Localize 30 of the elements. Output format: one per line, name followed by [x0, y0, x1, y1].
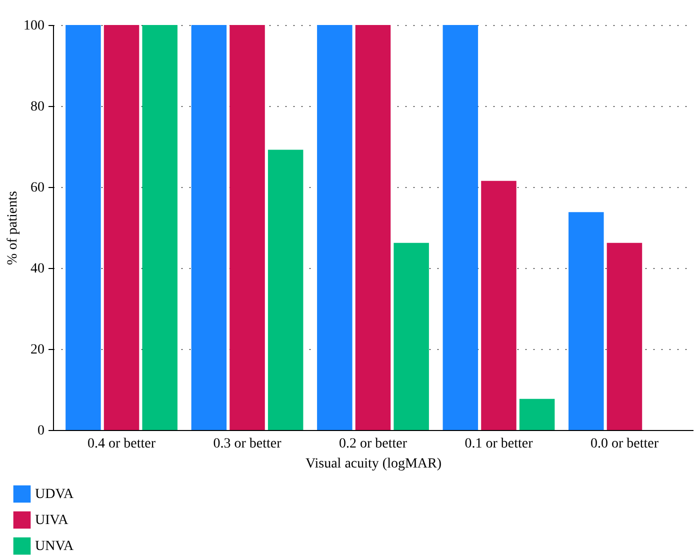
y-axis-title: % of patients	[6, 191, 20, 265]
x-tick-label: 0.0 or better	[590, 436, 659, 452]
bar	[355, 25, 391, 430]
y-tick-label: 60	[30, 180, 44, 196]
bar	[442, 25, 478, 430]
x-axis-title: Visual acuity (logMAR)	[305, 456, 442, 472]
x-tick-label: 0.4 or better	[88, 436, 156, 452]
x-tick-label: 0.3 or better	[213, 436, 282, 452]
y-tick-label: 100	[24, 18, 44, 34]
bar	[394, 242, 429, 430]
x-tick-label: 0.2 or better	[338, 436, 408, 452]
bar	[317, 25, 352, 430]
bar	[142, 25, 178, 430]
y-tick-label: 0	[38, 424, 44, 438]
bar	[230, 25, 265, 430]
y-tick-label: 80	[30, 100, 44, 114]
bar	[268, 150, 304, 430]
bar	[519, 398, 555, 430]
y-tick-label: 40	[30, 262, 44, 276]
y-tick-label: 20	[30, 342, 44, 358]
bar	[481, 180, 516, 430]
bar	[606, 242, 642, 430]
bar	[104, 25, 140, 430]
legend-label: UIVA	[35, 513, 70, 528]
bar	[66, 25, 101, 430]
x-tick-label: 0.1 or better	[464, 436, 534, 452]
legend-label: UNVA	[35, 539, 75, 554]
bar	[568, 212, 604, 430]
legend-label: UDVA	[35, 487, 75, 502]
bar	[191, 25, 227, 430]
